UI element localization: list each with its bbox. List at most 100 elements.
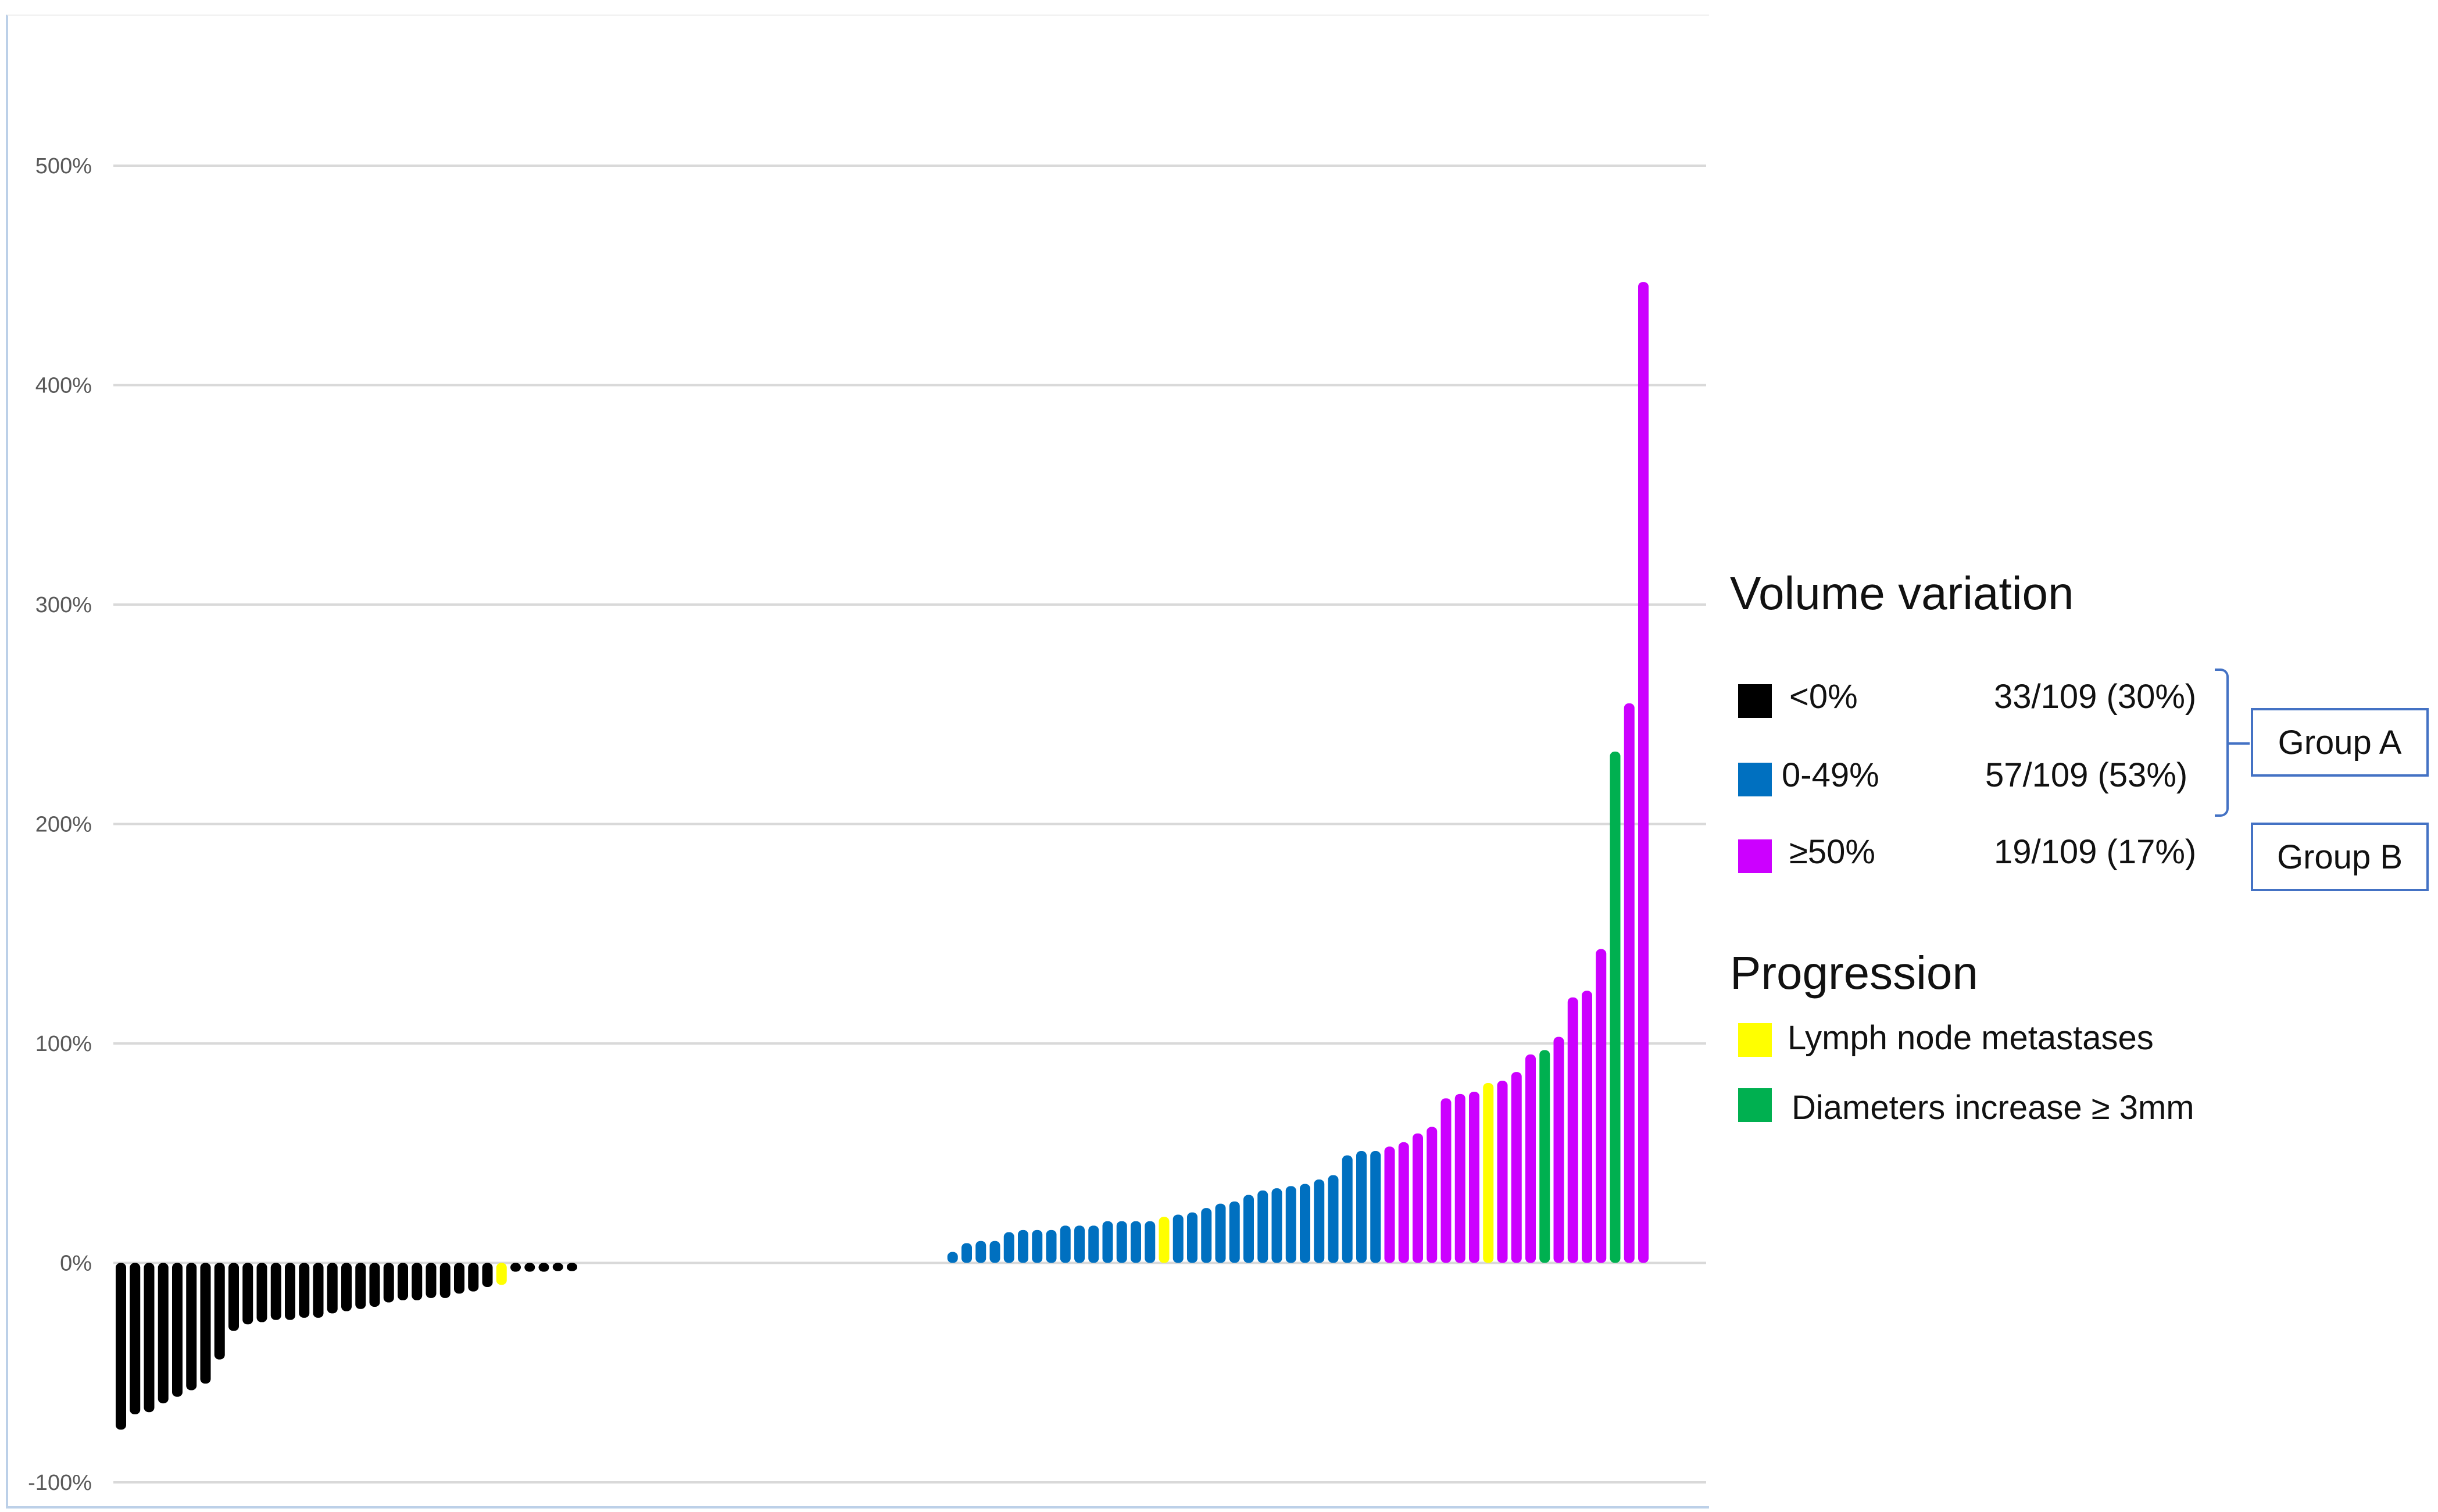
bar-neg	[186, 1263, 197, 1391]
bar-neg	[567, 1263, 577, 1271]
bar-neg	[341, 1263, 352, 1311]
bar-neg	[242, 1263, 253, 1325]
bar-low	[1187, 1212, 1197, 1263]
bar-neg	[538, 1263, 549, 1272]
legend-label-low: 0-49%	[1782, 756, 1879, 794]
bar-high	[1413, 1133, 1423, 1263]
bar-diam	[1539, 1050, 1550, 1263]
legend-label-diameter: Diameters increase ≥ 3mm	[1792, 1089, 2194, 1127]
bar-low	[1271, 1188, 1282, 1263]
bar-low	[1018, 1229, 1028, 1263]
y-tick-label: 0%	[60, 1252, 92, 1276]
y-tick-label: 200%	[35, 813, 92, 837]
bar-low	[1370, 1150, 1381, 1263]
legend-count-high: 19/109 (17%)	[1994, 833, 2197, 871]
bar-high	[1553, 1036, 1564, 1263]
y-tick-label: 400%	[35, 374, 92, 398]
bar-neg	[355, 1263, 366, 1309]
bar-neg	[468, 1263, 479, 1292]
bar-neg	[454, 1263, 464, 1294]
bar-low	[1201, 1208, 1212, 1263]
legend-label-lymph: Lymph node metastases	[1788, 1019, 2154, 1057]
bar-high	[1398, 1142, 1409, 1263]
bar-neg	[200, 1263, 211, 1384]
bar-neg	[285, 1263, 295, 1320]
bar-lymph	[496, 1263, 507, 1285]
bar-high	[1511, 1072, 1522, 1263]
bar-low	[947, 1252, 958, 1263]
bar-neg	[172, 1263, 183, 1397]
group-a-bracket-tick	[2229, 742, 2250, 745]
bar-low	[1102, 1221, 1113, 1263]
bar-low	[1172, 1214, 1184, 1263]
bar-neg	[116, 1263, 126, 1430]
bar-neg	[412, 1263, 423, 1300]
bar-neg	[228, 1263, 239, 1331]
legend-row-negative: <0% 33/109 (30%)	[1738, 677, 2232, 724]
bar-low	[1356, 1150, 1367, 1263]
group-a-bracket	[2215, 669, 2229, 817]
bar-neg	[369, 1263, 380, 1307]
legend-row-high: ≥50% 19/109 (17%)	[1738, 832, 2232, 879]
bar-neg	[313, 1263, 324, 1318]
bar-high	[1440, 1098, 1452, 1263]
bar-neg	[383, 1263, 394, 1303]
chart-frame	[6, 15, 1709, 1509]
bar-neg	[144, 1263, 155, 1413]
legend-swatch-low	[1738, 763, 1772, 796]
legend-count-low: 57/109 (53%)	[1985, 756, 2188, 794]
bar-neg	[482, 1263, 493, 1288]
y-tick-label: -100%	[28, 1471, 92, 1495]
bar-high	[1582, 991, 1592, 1263]
bar-low	[1257, 1190, 1268, 1263]
bar-neg	[510, 1263, 521, 1272]
bar-low	[1314, 1179, 1325, 1263]
bar-low	[1003, 1232, 1014, 1263]
legend-count-negative: 33/109 (30%)	[1994, 678, 2197, 716]
waterfall-chart: -100% 0% 100% 200% 300% 400% 500%	[28, 154, 1706, 1495]
bar-neg	[130, 1263, 141, 1414]
bar-low	[989, 1241, 1000, 1263]
bar-neg	[398, 1263, 408, 1300]
bar-low	[1032, 1229, 1043, 1263]
legend-volume-title: Volume variation	[1730, 567, 2074, 619]
bar-neg	[214, 1263, 225, 1360]
bar-high	[1596, 949, 1607, 1263]
y-tick-label: 500%	[35, 154, 92, 178]
bar-low	[1285, 1186, 1296, 1263]
bar-lymph	[1159, 1217, 1170, 1263]
bar-high	[1469, 1092, 1479, 1263]
legend-swatch-lymph	[1738, 1023, 1772, 1057]
bar-high	[1525, 1054, 1536, 1263]
y-tick-label: 300%	[35, 593, 92, 617]
bar-high	[1638, 282, 1649, 1263]
bar-lymph	[1483, 1082, 1494, 1263]
bar-neg	[327, 1263, 338, 1314]
legend-row-low: 0-49% 57/109 (53%)	[1738, 756, 2232, 802]
bar-high	[1624, 703, 1635, 1263]
bar-low	[1060, 1225, 1071, 1263]
bar-neg	[299, 1263, 310, 1318]
bar-neg	[270, 1263, 281, 1320]
bar-neg	[524, 1263, 535, 1272]
bar-low	[1088, 1225, 1099, 1263]
legend-label-high: ≥50%	[1789, 833, 1875, 871]
legend-row-lymph: Lymph node metastases	[1738, 1018, 2290, 1065]
bar-low	[1046, 1229, 1057, 1263]
bar-low	[1215, 1203, 1226, 1263]
legend-row-diameter: Diameters increase ≥ 3mm	[1738, 1088, 2290, 1135]
bar-low	[1229, 1201, 1240, 1263]
bar-neg	[256, 1263, 267, 1322]
bar-neg	[158, 1263, 169, 1404]
bar-low	[1116, 1221, 1127, 1263]
bar-neg	[426, 1263, 437, 1298]
group-b-box: Group B	[2251, 823, 2429, 891]
bar-low	[1131, 1221, 1141, 1263]
bar-high	[1454, 1093, 1465, 1263]
bar-low	[1328, 1175, 1339, 1263]
bar-low	[1074, 1225, 1085, 1263]
y-tick-label: 100%	[35, 1032, 92, 1056]
bar-low	[1243, 1195, 1254, 1263]
bar-diam	[1610, 751, 1621, 1263]
bar-high	[1497, 1081, 1508, 1263]
